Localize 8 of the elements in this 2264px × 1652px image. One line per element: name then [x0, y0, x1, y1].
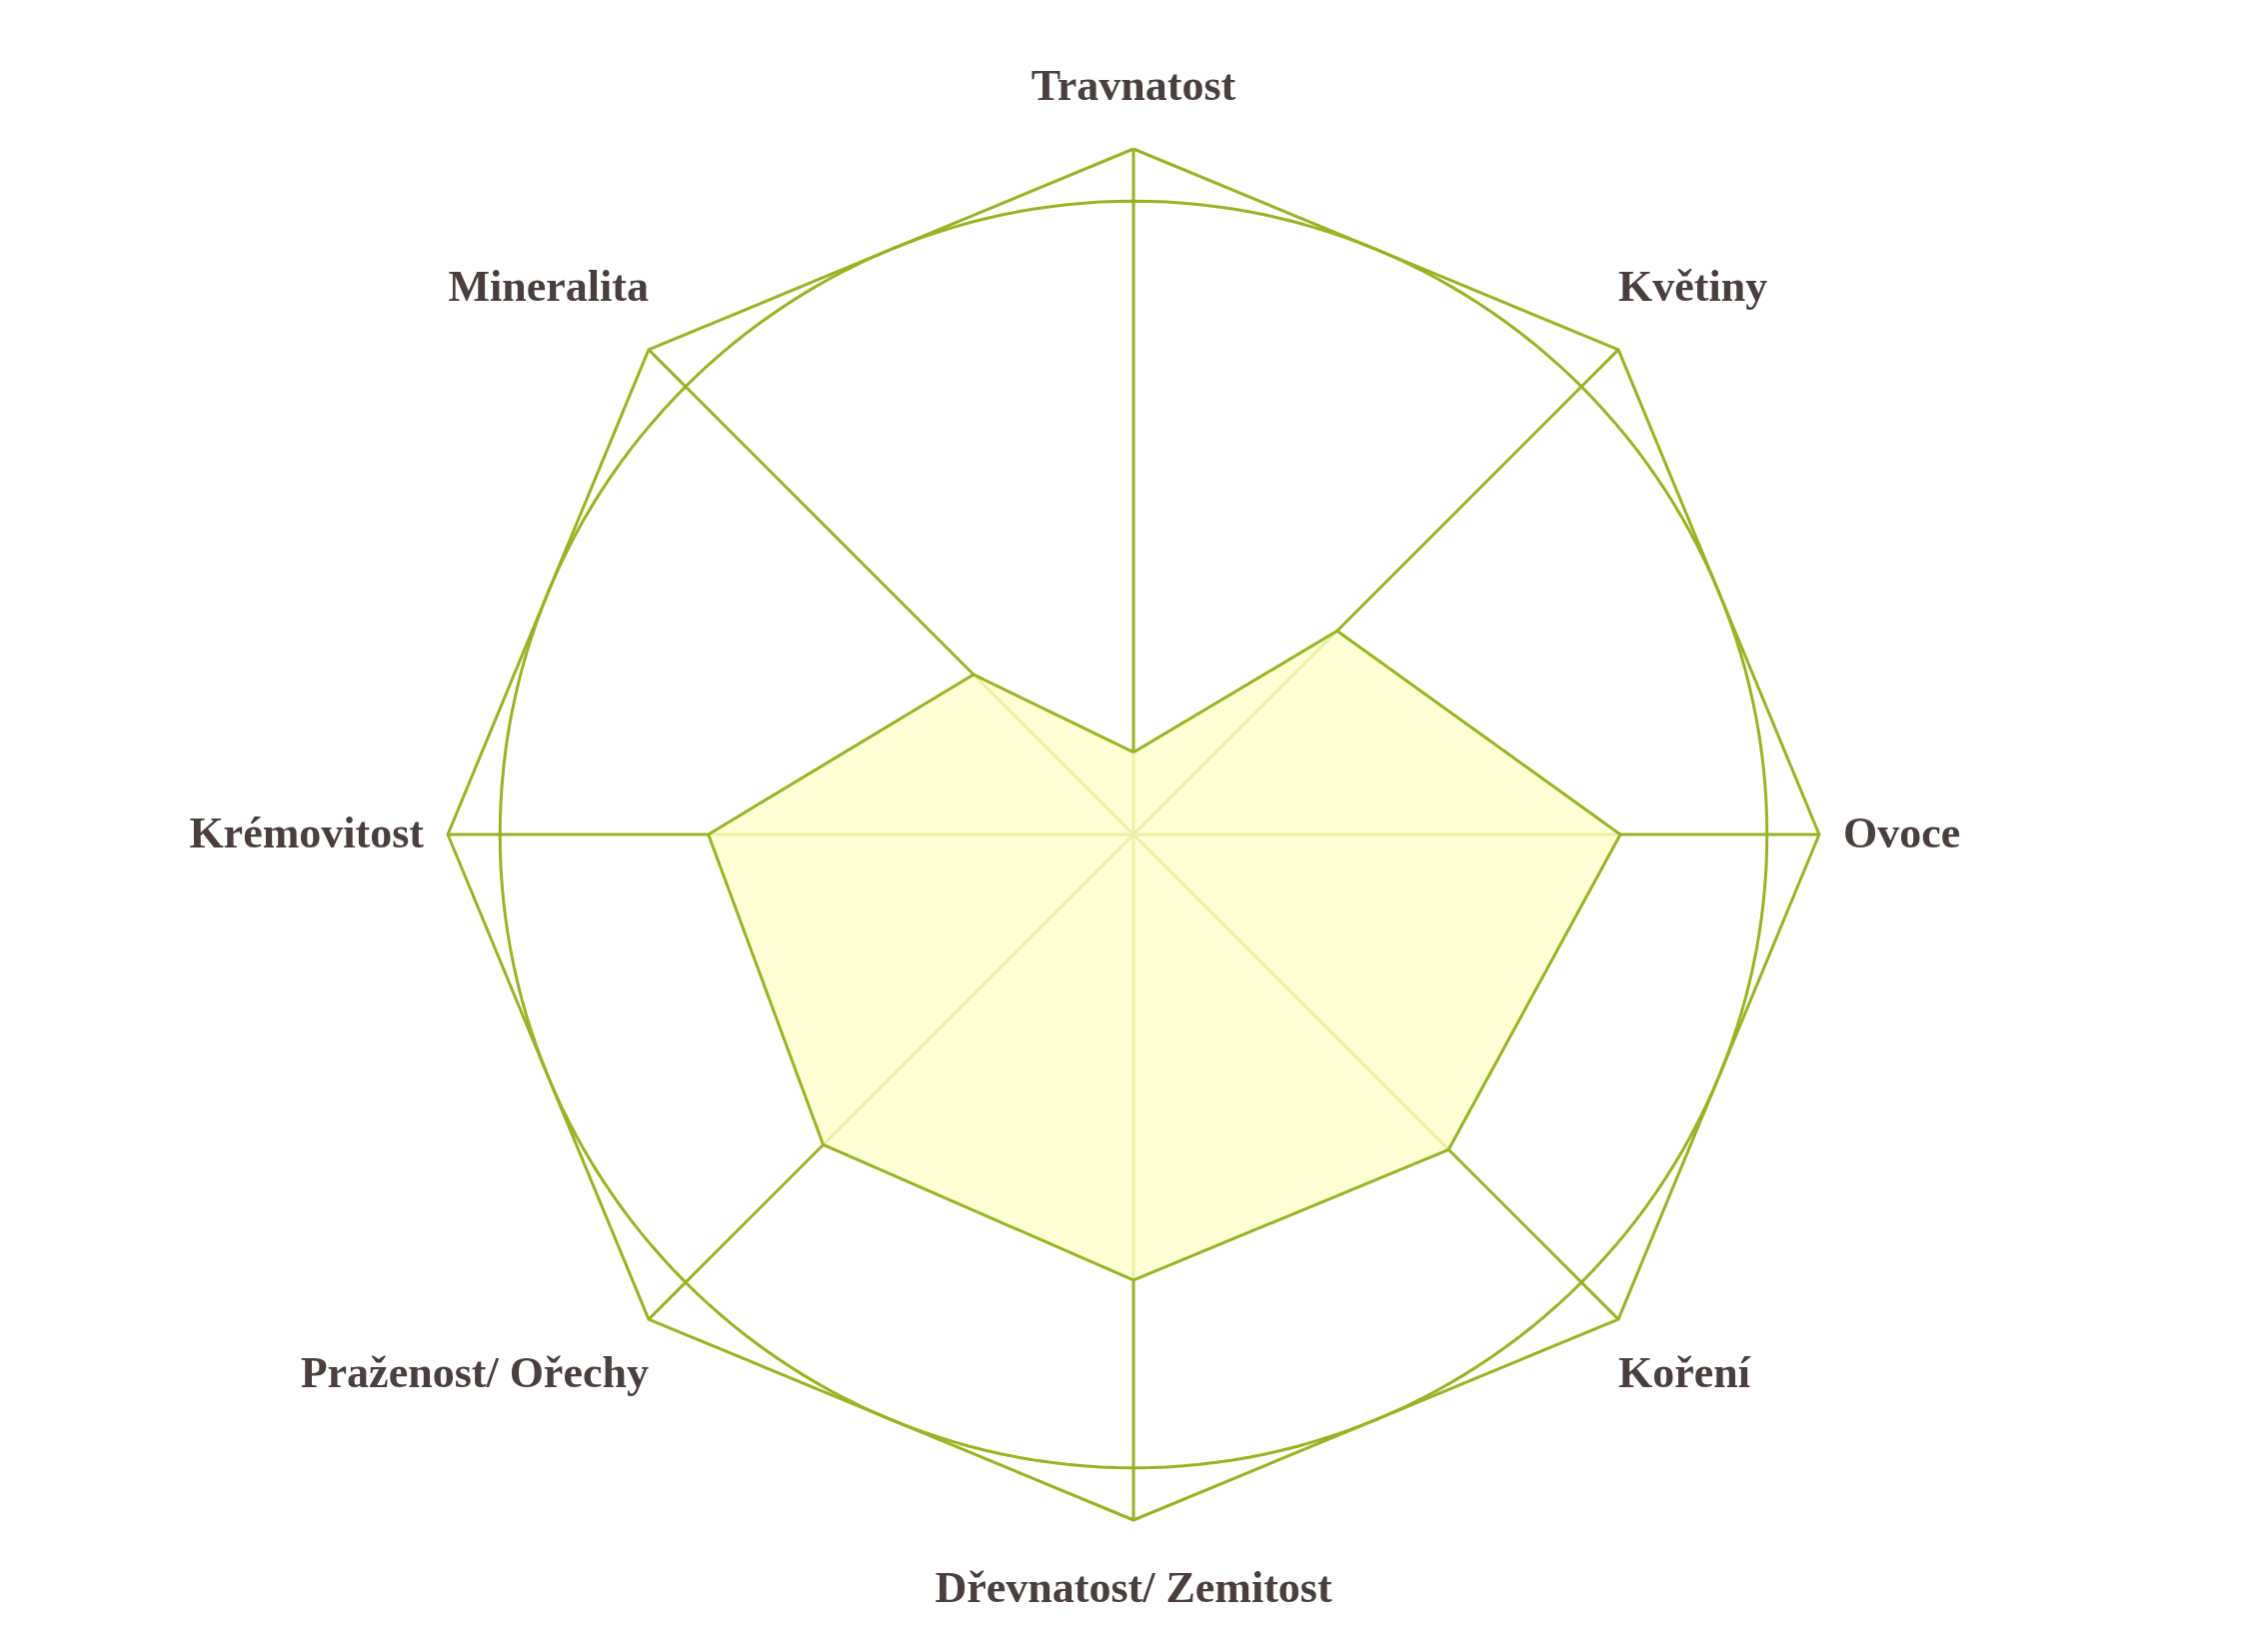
spoke-label: Praženost/ Ořechy	[300, 1347, 649, 1397]
spoke-label: Mineralita	[448, 262, 649, 312]
spoke-label: Ovoce	[1843, 809, 1961, 857]
spoke-label: Krémovitost	[189, 809, 425, 857]
spoke-label: Koření	[1618, 1347, 1751, 1397]
spoke-label: Květiny	[1618, 262, 1768, 312]
spoke-label: Dřevnatost/ Zemitost	[935, 1562, 1332, 1612]
spoke-label: Travnatost	[1031, 61, 1236, 111]
